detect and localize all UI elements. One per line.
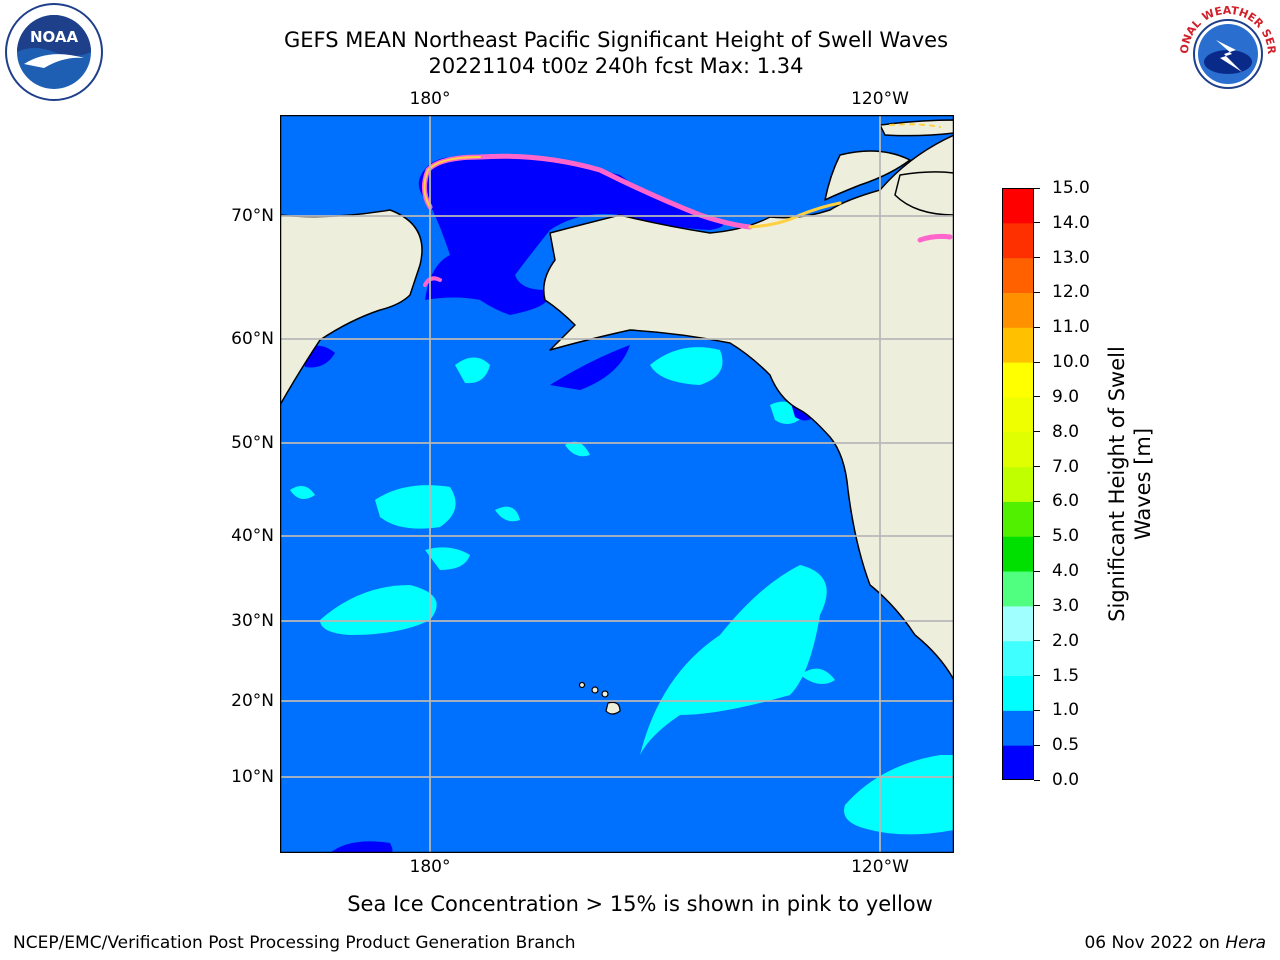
footer-date-text: 06 Nov 2022 on — [1084, 933, 1226, 953]
colorbar-tick-mark — [1034, 744, 1040, 746]
svg-text:NOAA: NOAA — [30, 28, 79, 46]
colorbar-tick-label: 6.0 — [1052, 491, 1080, 512]
colorbar-tick-mark — [1034, 187, 1040, 189]
colorbar-tick-mark — [1034, 291, 1040, 293]
colorbar-tick-label: 8.0 — [1052, 421, 1080, 442]
colorbar-band — [1002, 188, 1034, 224]
colorbar-tick-label: 15.0 — [1052, 178, 1090, 198]
colorbar-tick-mark — [1034, 535, 1040, 537]
graticule — [280, 115, 954, 853]
colorbar-band — [1002, 431, 1034, 468]
colorbar-band — [1002, 222, 1034, 259]
colorbar-band — [1002, 745, 1034, 780]
colorbar-band — [1002, 640, 1034, 677]
colorbar-frame — [1002, 188, 1034, 780]
colorbar-band — [1002, 675, 1034, 711]
colorbar-tick-mark — [1034, 675, 1040, 677]
lon-label-bottom-180: 180° — [409, 857, 451, 877]
sea-ice-caption: Sea Ice Concentration > 15% is shown in … — [347, 892, 933, 916]
colorbar-band — [1002, 257, 1034, 293]
colorbar-tick-label: 0.0 — [1052, 770, 1080, 790]
colorbar-tick-label: 3.0 — [1052, 595, 1080, 616]
colorbar-band — [1002, 710, 1034, 746]
colorbar-tick-mark — [1034, 640, 1040, 642]
colorbar-band — [1002, 536, 1034, 572]
lat-label-60n: 60°N — [231, 329, 274, 349]
colorbar-tick-mark — [1034, 570, 1040, 572]
footer-date: 06 Nov 2022 on Hera — [1084, 933, 1266, 953]
colorbar-band — [1002, 466, 1034, 502]
swell-height-map — [280, 115, 954, 853]
lat-label-20n: 20°N — [231, 691, 274, 711]
chart-title: GEFS MEAN Northeast Pacific Significant … — [283, 28, 949, 52]
colorbar-tick-mark — [1034, 396, 1040, 398]
colorbar-tick-mark — [1034, 709, 1040, 711]
colorbar-tick-label: 10.0 — [1052, 352, 1090, 373]
colorbar-band — [1002, 327, 1034, 363]
colorbar-tick-mark — [1034, 222, 1040, 224]
lat-label-30n: 30°N — [231, 611, 274, 631]
colorbar-tick-label: 12.0 — [1052, 282, 1090, 303]
footer-host: Hera — [1225, 933, 1266, 953]
noaa-logo: NOAA — [5, 3, 103, 101]
colorbar — [1002, 188, 1034, 780]
colorbar-band — [1002, 362, 1034, 398]
colorbar-label-line1: Significant Height of Swell — [1105, 346, 1129, 622]
colorbar-label-line2: Waves [m] — [1131, 427, 1155, 541]
colorbar-band — [1002, 501, 1034, 537]
colorbar-tick-label: 9.0 — [1052, 386, 1080, 407]
colorbar-tick-mark — [1034, 500, 1040, 502]
colorbar-tick-mark — [1034, 257, 1040, 259]
colorbar-tick-label: 2.0 — [1052, 630, 1080, 651]
swell-1-1.5m-areas — [290, 347, 954, 835]
colorbar-band — [1002, 396, 1034, 433]
colorbar-tick-label: 5.0 — [1052, 526, 1080, 547]
colorbar-label: Significant Height of Swell Waves [m] — [1104, 284, 1156, 684]
colorbar-tick-label: 13.0 — [1052, 247, 1090, 268]
colorbar-tick-mark — [1034, 431, 1040, 433]
lon-label-top-180: 180° — [409, 89, 451, 109]
colorbar-tick-label: 1.0 — [1052, 700, 1080, 721]
map-frame — [280, 115, 954, 853]
lat-label-70n: 70°N — [231, 206, 274, 226]
lon-label-top-120w: 120°W — [851, 89, 909, 109]
colorbar-tick-mark — [1034, 326, 1040, 328]
lat-label-40n: 40°N — [231, 526, 274, 546]
hawaii-islands — [578, 681, 621, 715]
colorbar-tick-label: 0.5 — [1052, 735, 1080, 756]
colorbar-tick-mark — [1034, 466, 1040, 468]
colorbar-band — [1002, 571, 1034, 607]
colorbar-band — [1002, 292, 1034, 328]
lat-label-50n: 50°N — [231, 433, 274, 453]
lat-label-10n: 10°N — [231, 767, 274, 787]
colorbar-tick-label: 14.0 — [1052, 212, 1090, 233]
sea-ice-edge — [422, 123, 953, 287]
colorbar-tick-label: 1.5 — [1052, 665, 1080, 686]
colorbar-tick-mark — [1034, 779, 1040, 781]
colorbar-band — [1002, 605, 1034, 642]
colorbar-tick-mark — [1034, 605, 1040, 607]
footer-credit: NCEP/EMC/Verification Post Processing Pr… — [13, 933, 576, 953]
colorbar-tick-label: 7.0 — [1052, 456, 1080, 477]
colorbar-tick-mark — [1034, 361, 1040, 363]
colorbar-tick-label: 11.0 — [1052, 317, 1090, 338]
land-masses — [280, 115, 954, 853]
nws-logo: NATIONAL WEATHER SERVICE — [1176, 2, 1278, 104]
colorbar-tick-label: 4.0 — [1052, 561, 1080, 582]
lon-label-bottom-120w: 120°W — [851, 857, 909, 877]
chart-subtitle: 20221104 t00z 240h fcst Max: 1.34 — [428, 54, 804, 78]
